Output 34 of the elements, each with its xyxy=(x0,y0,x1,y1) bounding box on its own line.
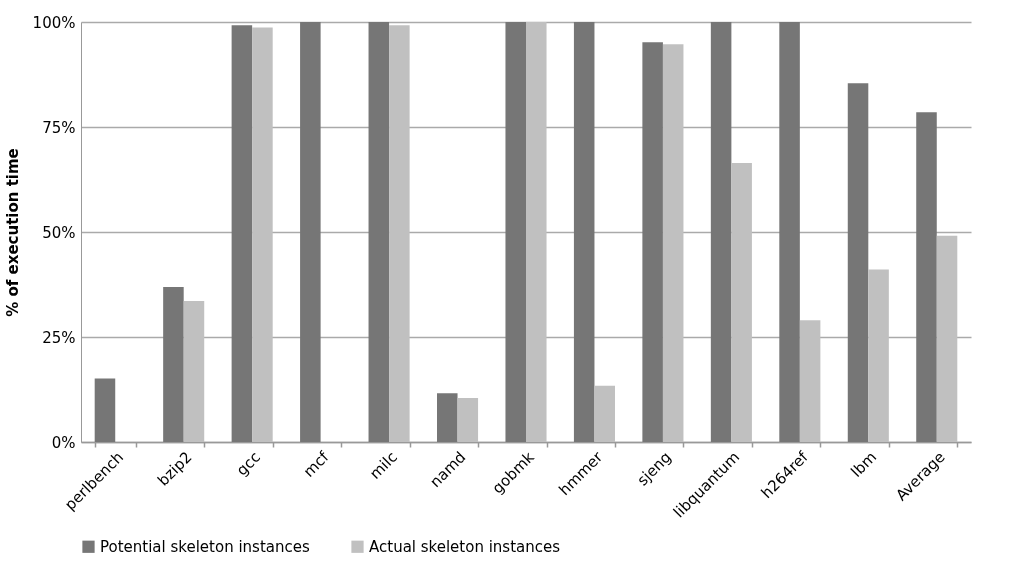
bar xyxy=(368,22,390,442)
bar xyxy=(779,22,800,442)
bar xyxy=(389,25,410,442)
bar xyxy=(710,22,732,442)
bar xyxy=(457,397,479,442)
bar xyxy=(868,269,889,442)
x-tick-label: lbm xyxy=(847,448,881,481)
legend-label: Potential skeleton instances xyxy=(100,537,310,556)
bar xyxy=(662,44,684,442)
bar xyxy=(594,385,615,442)
bar xyxy=(731,163,752,442)
legend-label: Actual skeleton instances xyxy=(369,537,561,556)
bar xyxy=(526,22,547,442)
bar xyxy=(573,22,595,442)
bar xyxy=(936,235,958,442)
y-tick-label: 25% xyxy=(42,328,76,347)
y-axis-title: % of execution time xyxy=(3,148,22,317)
y-tick-label: 100% xyxy=(32,13,76,32)
bar xyxy=(183,300,205,442)
y-tick-label: 50% xyxy=(42,223,76,242)
bar xyxy=(437,393,458,442)
bar xyxy=(505,22,526,442)
bar xyxy=(300,22,321,442)
bar xyxy=(847,83,869,442)
bar xyxy=(163,287,184,442)
x-tick-label: gcc xyxy=(232,448,264,480)
y-tick-label: 0% xyxy=(51,433,76,452)
bar xyxy=(642,42,663,442)
bar xyxy=(231,25,253,442)
bar xyxy=(799,320,821,442)
bar xyxy=(916,112,937,442)
bar xyxy=(252,27,273,442)
y-tick-label: 75% xyxy=(42,118,76,137)
bar xyxy=(94,378,116,442)
